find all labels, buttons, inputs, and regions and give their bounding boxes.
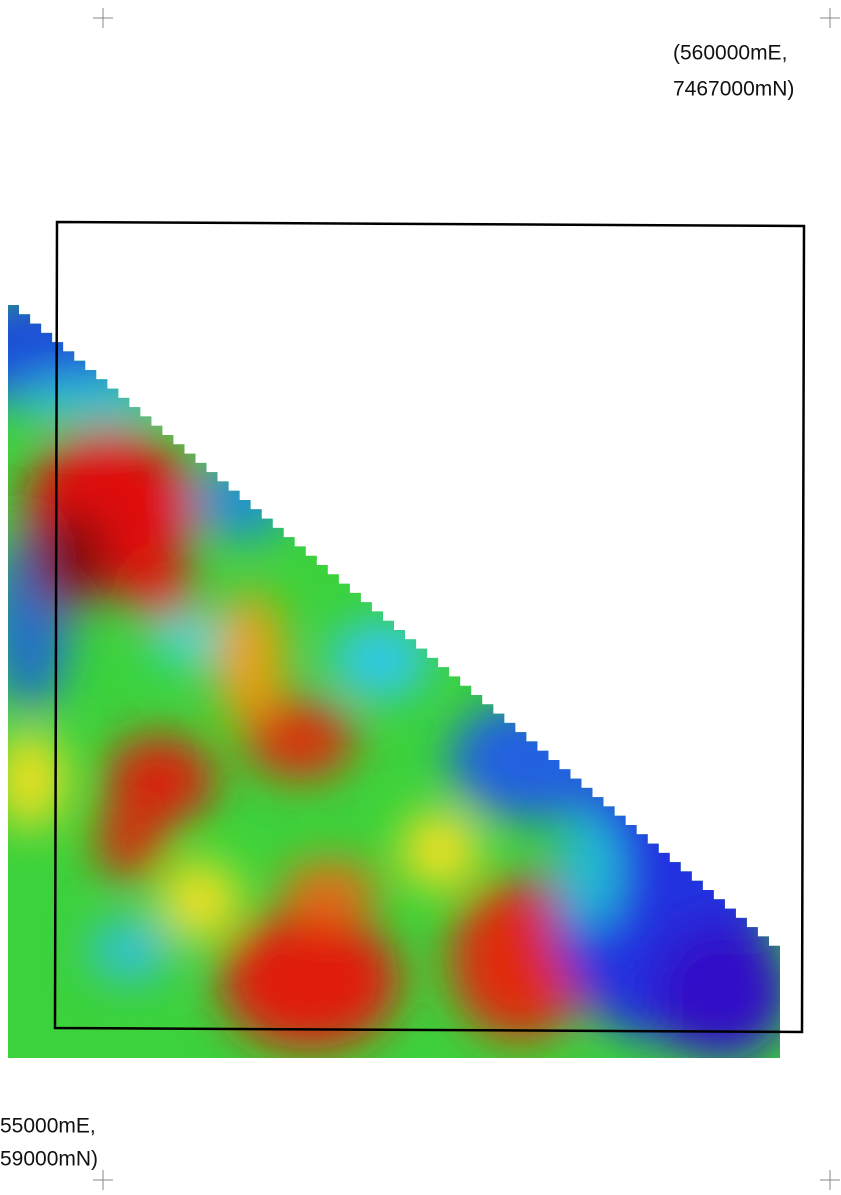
corner-label: 55000mE, (0, 1115, 96, 1138)
map-page: (560000mE, 7467000mN) 55000mE, 59000mN) (0, 0, 841, 1195)
grid-image (0, 280, 800, 1080)
map: (560000mE, 7467000mN) 55000mE, 59000mN) (0, 0, 841, 1195)
corner-label: (560000mE, (673, 42, 787, 65)
corner-label: 7467000mN) (673, 78, 794, 101)
corner-label: 59000mN) (0, 1148, 98, 1171)
